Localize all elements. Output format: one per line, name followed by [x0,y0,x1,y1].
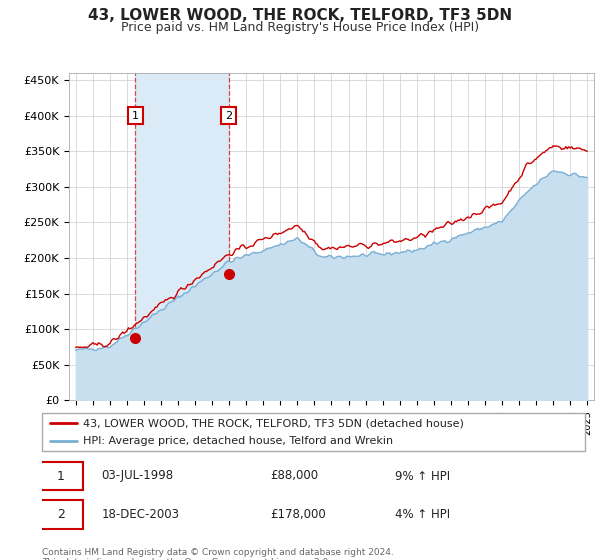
Text: 2: 2 [57,507,65,521]
Bar [136,73,229,400]
Text: 18-DEC-2003: 18-DEC-2003 [102,507,180,521]
Text: 4% ↑ HPI: 4% ↑ HPI [395,507,450,521]
Text: 1: 1 [132,110,139,120]
FancyBboxPatch shape [39,500,83,529]
Text: 2: 2 [225,110,232,120]
Text: £88,000: £88,000 [270,469,318,483]
Text: £178,000: £178,000 [270,507,326,521]
Text: 03-JUL-1998: 03-JUL-1998 [102,469,174,483]
Text: 1: 1 [57,469,65,483]
Text: 9% ↑ HPI: 9% ↑ HPI [395,469,450,483]
Text: 43, LOWER WOOD, THE ROCK, TELFORD, TF3 5DN (detached house): 43, LOWER WOOD, THE ROCK, TELFORD, TF3 5… [83,418,464,428]
Text: Contains HM Land Registry data © Crown copyright and database right 2024.
This d: Contains HM Land Registry data © Crown c… [42,548,394,560]
FancyBboxPatch shape [39,461,83,491]
Text: HPI: Average price, detached house, Telford and Wrekin: HPI: Average price, detached house, Telf… [83,436,393,446]
Text: Price paid vs. HM Land Registry's House Price Index (HPI): Price paid vs. HM Land Registry's House … [121,21,479,34]
Text: 43, LOWER WOOD, THE ROCK, TELFORD, TF3 5DN: 43, LOWER WOOD, THE ROCK, TELFORD, TF3 5… [88,8,512,24]
